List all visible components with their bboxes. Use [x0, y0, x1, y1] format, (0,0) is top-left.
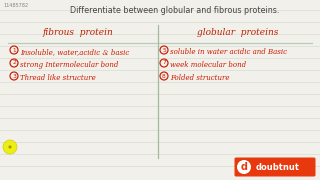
- Text: Thread like structure: Thread like structure: [20, 74, 96, 82]
- Text: 5: 5: [162, 48, 166, 53]
- Circle shape: [9, 145, 12, 148]
- Text: doubtnut: doubtnut: [256, 163, 300, 172]
- Text: 7: 7: [162, 60, 166, 66]
- Circle shape: [3, 140, 17, 154]
- Text: Insoluble, water,acidic & basic: Insoluble, water,acidic & basic: [20, 48, 130, 56]
- Text: fibrous  protein: fibrous protein: [43, 28, 113, 37]
- FancyBboxPatch shape: [235, 158, 316, 177]
- Text: week molecular bond: week molecular bond: [171, 61, 247, 69]
- Text: 3: 3: [12, 73, 16, 78]
- Text: 1: 1: [12, 48, 16, 53]
- Text: soluble in water acidic and Basic: soluble in water acidic and Basic: [171, 48, 287, 56]
- Text: Folded structure: Folded structure: [171, 74, 230, 82]
- Circle shape: [237, 160, 251, 174]
- Text: 8: 8: [162, 73, 166, 78]
- Text: globular  proteins: globular proteins: [197, 28, 279, 37]
- Text: 2: 2: [12, 60, 16, 66]
- Text: d: d: [241, 162, 247, 172]
- Text: Differentiate between globular and fibrous proteins.: Differentiate between globular and fibro…: [70, 6, 280, 15]
- Text: 11485782: 11485782: [3, 3, 28, 8]
- Text: strong Intermolecular bond: strong Intermolecular bond: [20, 61, 119, 69]
